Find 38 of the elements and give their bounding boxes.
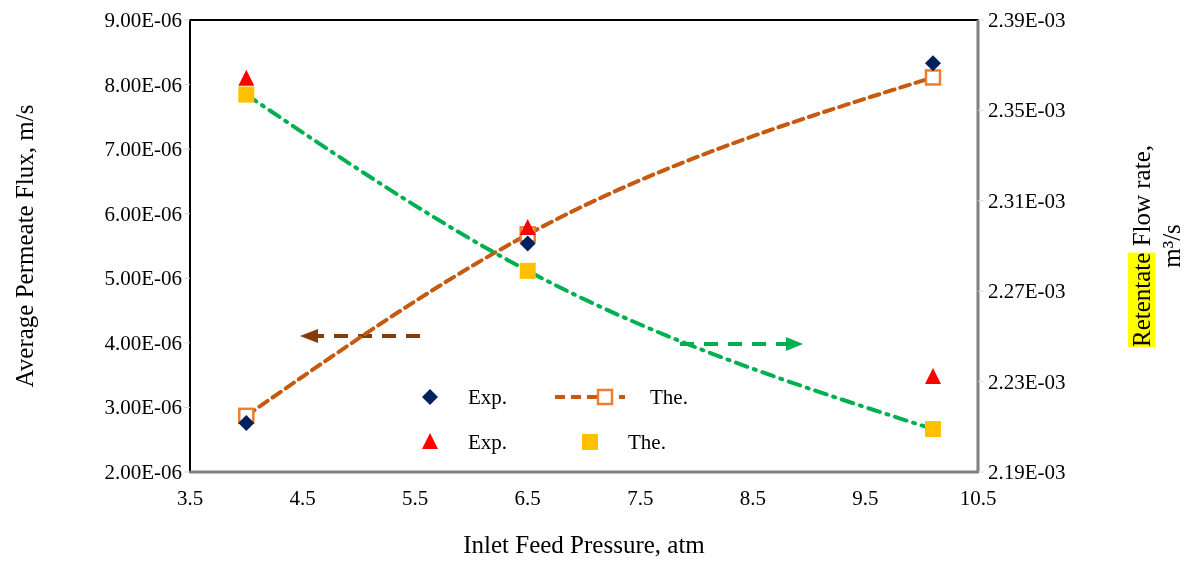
x-tick-label: 4.5 <box>289 486 316 510</box>
point <box>519 218 536 235</box>
point <box>519 262 536 279</box>
x-axis-title: Inlet Feed Pressure, atm <box>463 531 706 558</box>
x-tick-label: 6.5 <box>514 486 541 510</box>
y-axis-title: Average Permeate Flux, m/s <box>11 104 38 388</box>
y2-tick-label: 2.19E-03 <box>988 460 1066 484</box>
y-tick-label: 6.00E-06 <box>104 201 182 226</box>
legend-label: Exp. <box>468 430 508 454</box>
point <box>924 69 942 86</box>
y2-tick-label: 2.39E-03 <box>988 8 1066 32</box>
x-tick-label: 8.5 <box>739 486 766 510</box>
legend-label: Exp. <box>468 385 508 409</box>
point <box>924 421 941 438</box>
x-tick-label: 3.5 <box>176 486 204 510</box>
point <box>924 55 941 72</box>
x-tick-label: 5.5 <box>402 486 429 510</box>
point <box>924 368 941 385</box>
legend-label: The. <box>650 385 688 409</box>
y2-tick-label: 2.27E-03 <box>988 279 1066 304</box>
y-tick-label: 8.00E-06 <box>104 72 182 97</box>
y-tick-label: 3.00E-06 <box>104 395 182 420</box>
y2-tick-label: 2.35E-03 <box>988 98 1066 123</box>
x-tick-label: 7.5 <box>627 486 654 510</box>
point <box>238 414 255 431</box>
y-tick-label: 2.00E-06 <box>104 460 182 484</box>
y-tick-label: 4.00E-06 <box>104 330 182 355</box>
x-tick-label: 9.5 <box>852 486 879 510</box>
y-tick-label: 5.00E-06 <box>104 266 182 291</box>
y2-tick-label: 2.31E-03 <box>988 188 1066 213</box>
legend-label: The. <box>628 430 666 454</box>
point <box>238 86 255 103</box>
y-tick-label: 9.00E-06 <box>104 8 182 32</box>
point <box>238 69 255 86</box>
y-tick-label: 7.00E-06 <box>104 137 182 162</box>
x-tick-label: 10.5 <box>959 486 997 510</box>
point <box>519 235 536 252</box>
y2-tick-label: 2.23E-03 <box>988 369 1066 394</box>
